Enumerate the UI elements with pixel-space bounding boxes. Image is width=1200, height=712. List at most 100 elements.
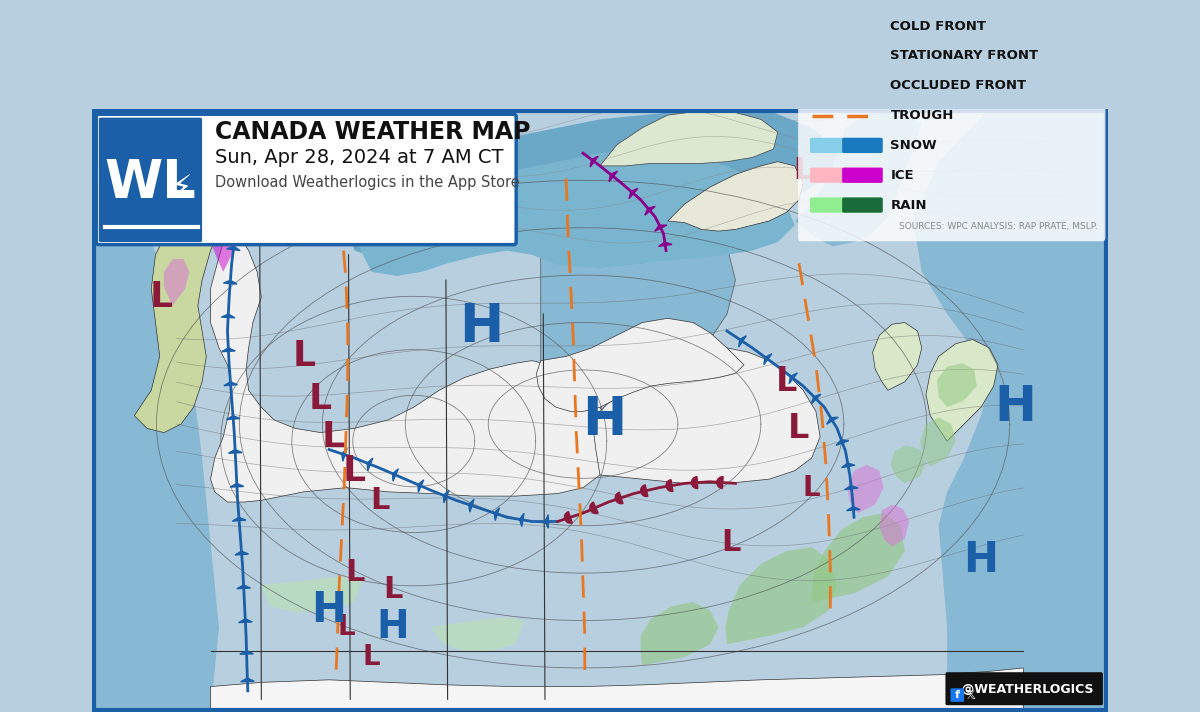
Text: WL: WL	[104, 157, 197, 209]
Wedge shape	[872, 51, 877, 61]
Polygon shape	[541, 170, 736, 382]
Polygon shape	[694, 433, 794, 475]
Polygon shape	[872, 323, 922, 390]
Polygon shape	[210, 234, 608, 502]
Text: ICE: ICE	[890, 169, 914, 182]
Polygon shape	[842, 18, 852, 26]
Polygon shape	[134, 200, 228, 433]
Polygon shape	[469, 499, 474, 512]
Polygon shape	[342, 449, 347, 461]
Polygon shape	[230, 210, 245, 214]
Text: L: L	[803, 473, 821, 502]
Polygon shape	[858, 48, 866, 56]
Text: L: L	[150, 280, 173, 314]
Text: OCCLUDED FRONT: OCCLUDED FRONT	[890, 79, 1026, 93]
Polygon shape	[221, 314, 235, 318]
Polygon shape	[418, 480, 424, 492]
FancyBboxPatch shape	[96, 114, 516, 245]
Polygon shape	[346, 149, 794, 276]
Polygon shape	[262, 577, 362, 612]
Polygon shape	[937, 363, 977, 407]
Text: COLD FRONT: COLD FRONT	[890, 20, 986, 33]
Polygon shape	[920, 417, 955, 466]
Polygon shape	[880, 505, 910, 547]
Polygon shape	[494, 508, 499, 520]
Polygon shape	[629, 189, 638, 199]
Polygon shape	[224, 382, 238, 386]
Polygon shape	[913, 109, 1108, 712]
Polygon shape	[817, 78, 826, 85]
Polygon shape	[164, 259, 190, 305]
Text: H: H	[994, 383, 1036, 431]
Polygon shape	[739, 336, 746, 347]
Polygon shape	[367, 458, 373, 471]
Polygon shape	[240, 651, 253, 654]
FancyBboxPatch shape	[950, 689, 964, 702]
FancyBboxPatch shape	[98, 117, 202, 242]
Polygon shape	[239, 619, 252, 622]
Polygon shape	[590, 156, 599, 167]
Polygon shape	[209, 200, 236, 272]
Wedge shape	[832, 51, 838, 61]
Text: CANADA WEATHER MAP: CANADA WEATHER MAP	[215, 120, 530, 144]
Text: H: H	[460, 300, 504, 352]
Text: H: H	[312, 590, 347, 632]
Text: TROUGH: TROUGH	[890, 109, 954, 122]
Polygon shape	[236, 585, 251, 589]
Polygon shape	[227, 246, 240, 251]
Text: L: L	[775, 365, 797, 398]
Polygon shape	[235, 551, 248, 555]
Text: Download Weatherlogics in the App Store: Download Weatherlogics in the App Store	[215, 175, 520, 190]
FancyBboxPatch shape	[798, 0, 1105, 241]
Wedge shape	[564, 512, 572, 523]
Text: H: H	[377, 608, 409, 646]
Polygon shape	[443, 491, 449, 503]
Polygon shape	[92, 136, 218, 712]
Wedge shape	[822, 0, 827, 1]
FancyBboxPatch shape	[842, 167, 883, 183]
Polygon shape	[926, 340, 998, 441]
Wedge shape	[716, 476, 724, 488]
Polygon shape	[841, 463, 854, 468]
FancyBboxPatch shape	[946, 672, 1103, 705]
Polygon shape	[827, 417, 839, 424]
Polygon shape	[593, 346, 820, 483]
Polygon shape	[790, 373, 797, 384]
Polygon shape	[600, 111, 778, 166]
Text: STATIONARY FRONT: STATIONARY FRONT	[890, 49, 1038, 63]
Polygon shape	[545, 515, 548, 528]
Polygon shape	[230, 483, 244, 487]
Polygon shape	[644, 206, 655, 215]
Text: WARM FRONT: WARM FRONT	[890, 0, 994, 3]
Text: @WEATHERLOGICS: @WEATHERLOGICS	[953, 683, 1093, 696]
Polygon shape	[838, 48, 846, 56]
Text: f: f	[955, 690, 960, 700]
FancyBboxPatch shape	[842, 197, 883, 213]
Polygon shape	[233, 517, 246, 521]
FancyBboxPatch shape	[810, 167, 881, 183]
Text: L: L	[310, 382, 332, 416]
FancyBboxPatch shape	[810, 197, 881, 213]
Polygon shape	[431, 617, 523, 651]
Wedge shape	[863, 0, 868, 1]
Polygon shape	[536, 318, 744, 412]
Text: Sun, Apr 28, 2024 at 7 AM CT: Sun, Apr 28, 2024 at 7 AM CT	[215, 148, 503, 167]
Text: SNOW: SNOW	[890, 139, 937, 152]
Text: L: L	[322, 420, 344, 454]
Polygon shape	[817, 48, 826, 56]
Text: L: L	[337, 613, 355, 642]
Polygon shape	[227, 416, 240, 419]
Text: H: H	[582, 394, 626, 446]
Polygon shape	[836, 440, 848, 445]
Text: L: L	[721, 528, 740, 557]
Polygon shape	[847, 465, 883, 513]
Polygon shape	[890, 445, 926, 483]
Polygon shape	[520, 513, 524, 527]
FancyBboxPatch shape	[842, 138, 883, 153]
Text: L: L	[362, 643, 380, 671]
Polygon shape	[863, 18, 871, 26]
Text: L: L	[292, 340, 316, 373]
Wedge shape	[838, 80, 842, 91]
Wedge shape	[616, 492, 623, 503]
Polygon shape	[659, 242, 672, 246]
